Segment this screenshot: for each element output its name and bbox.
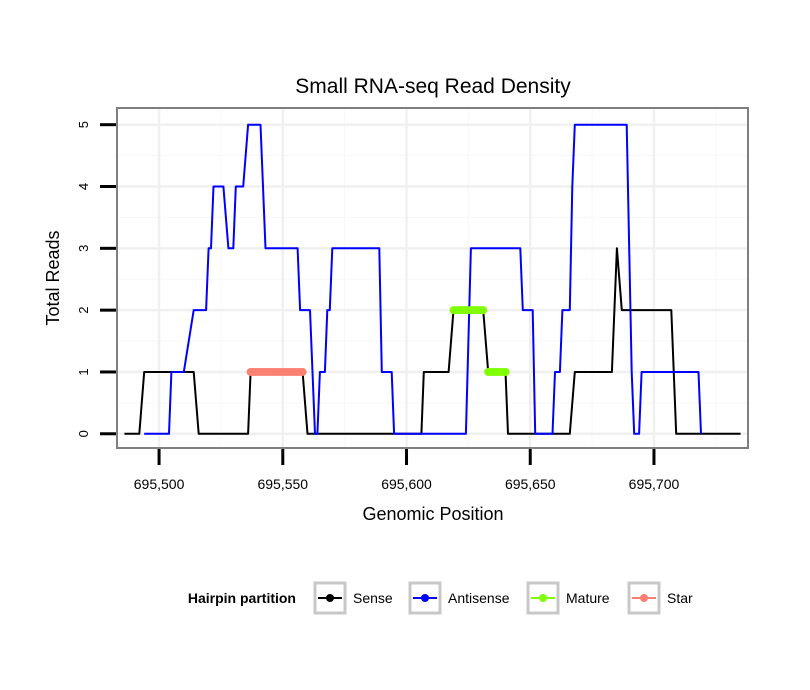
y-tick-label: 5 [76, 121, 91, 128]
data-point-mature [501, 367, 510, 376]
legend-entry-star: Star [627, 581, 693, 615]
y-axis-label: Total Reads [43, 230, 63, 325]
y-tick-label: 4 [76, 183, 91, 190]
y-tick-label: 3 [76, 245, 91, 252]
data-point-star [298, 367, 307, 376]
x-tick-label: 695,500 [134, 476, 185, 492]
legend: Hairpin partition Sense Antisense Mature St… [188, 581, 693, 615]
panel-background [117, 108, 748, 448]
legend-key-dot [640, 594, 648, 602]
chart-title: Small RNA-seq Read Density [295, 75, 571, 98]
plot-area: 0 1 2 3 4 5 695,500 695,550 695,600 695,650 695,70… [76, 107, 749, 492]
legend-entry-mature: Mature [526, 581, 610, 615]
legend-key-dot [326, 594, 334, 602]
panel-border [116, 107, 749, 449]
series-line-antisense [144, 123, 702, 435]
x-tick-label: 695,550 [257, 476, 308, 492]
data-point-mature [479, 306, 488, 315]
legend-entry-sense: Sense [313, 581, 393, 615]
legend-key-dot [421, 594, 429, 602]
legend-title: Hairpin partition [188, 590, 296, 606]
y-tick-label: 1 [76, 368, 91, 375]
legend-key-dot [539, 594, 547, 602]
y-tick-label: 2 [76, 306, 91, 313]
x-tick-label: 695,650 [505, 476, 556, 492]
x-axis-label: Genomic Position [362, 504, 503, 524]
legend-label: Sense [353, 590, 393, 606]
legend-label: Mature [566, 590, 610, 606]
legend-label: Antisense [448, 590, 510, 606]
x-tick-label: 695,600 [381, 476, 432, 492]
legend-entry-antisense: Antisense [408, 581, 510, 615]
y-tick-label: 0 [76, 430, 91, 437]
x-tick-label: 695,700 [629, 476, 680, 492]
legend-label: Star [667, 590, 693, 606]
